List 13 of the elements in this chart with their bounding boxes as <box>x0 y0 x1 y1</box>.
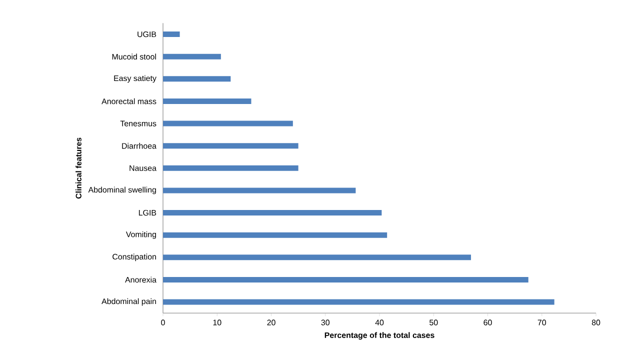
bar <box>163 32 180 38</box>
bar <box>163 54 221 60</box>
bar <box>163 299 554 305</box>
bar <box>163 165 298 171</box>
bar <box>163 210 382 216</box>
bar <box>163 143 298 149</box>
bar <box>163 76 231 82</box>
bar <box>163 254 471 260</box>
bar <box>163 232 388 238</box>
bar <box>163 98 252 104</box>
bar <box>163 276 528 282</box>
bar <box>163 120 293 126</box>
bar <box>163 188 356 194</box>
